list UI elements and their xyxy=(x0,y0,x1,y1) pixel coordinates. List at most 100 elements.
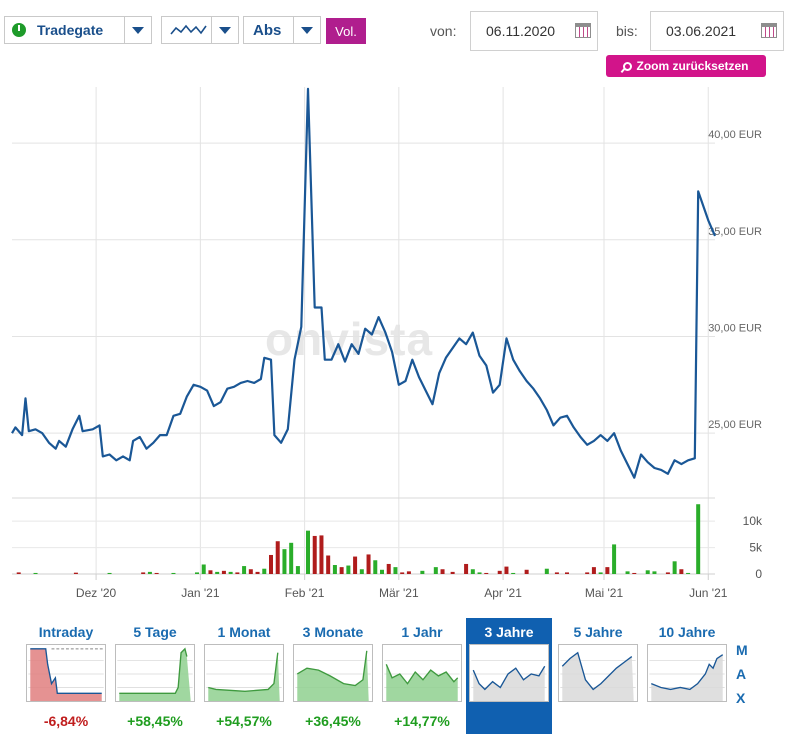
volume-bar xyxy=(386,563,391,574)
scale-dropdown[interactable]: Abs xyxy=(243,16,321,44)
volume-bar xyxy=(504,566,509,574)
volume-bar xyxy=(632,572,637,574)
x-tick-label: Apr '21 xyxy=(484,586,522,600)
y-tick-label: 25,00 EUR xyxy=(708,419,762,431)
tab-range[interactable]: 5 Jahre xyxy=(555,618,641,734)
volume-bar xyxy=(400,572,405,574)
volume-bar xyxy=(679,569,684,574)
tab-change-value: +54,57% xyxy=(216,713,272,729)
volume-bar xyxy=(544,568,549,574)
chevron-down-icon xyxy=(293,17,320,43)
volume-bar xyxy=(612,544,617,574)
to-date-field[interactable]: 03.06.2021 xyxy=(650,11,784,51)
volume-bar xyxy=(696,504,701,574)
onvista-watermark: onvista xyxy=(265,313,434,365)
volume-bar xyxy=(511,572,516,574)
from-date-value: 06.11.2020 xyxy=(486,23,556,39)
tab-sparkline xyxy=(382,644,462,702)
volume-bar xyxy=(195,572,199,574)
tab-range-label: 5 Jahre xyxy=(573,624,623,640)
tab-range-label: 10 Jahre xyxy=(658,624,716,640)
volume-bar xyxy=(201,564,206,574)
volume-bar xyxy=(319,535,324,574)
volume-bar xyxy=(33,572,38,574)
volume-bar xyxy=(591,567,596,574)
tab-range[interactable]: 1 Jahr +14,77% xyxy=(379,618,465,734)
volume-bar xyxy=(359,569,364,574)
tab-sparkline xyxy=(204,644,284,702)
price-chart[interactable]: Dez '20 Jan '21 Feb '21 Mär '21 Apr '21 Mai '… xyxy=(0,84,792,604)
volume-bar xyxy=(16,572,21,574)
tab-range[interactable]: Intraday -6,84% xyxy=(23,618,109,734)
zoom-reset-button[interactable]: Zoom zurücksetzen xyxy=(606,55,766,77)
volume-bar xyxy=(440,569,445,574)
volume-bar xyxy=(154,572,159,574)
volume-bar xyxy=(332,565,337,574)
chart-toolbar: Tradegate Abs Vol. von: 06.11.2020 bis: … xyxy=(0,0,792,80)
price-line xyxy=(11,87,717,479)
volume-bar xyxy=(605,567,610,574)
tab-sparkline xyxy=(115,644,195,702)
to-date-value: 03.06.2021 xyxy=(666,23,737,39)
volume-bar xyxy=(339,567,344,574)
volume-bar xyxy=(565,572,569,574)
tab-max[interactable]: M A X xyxy=(736,638,750,710)
chevron-down-icon xyxy=(124,17,151,43)
max-letter: M xyxy=(736,642,748,658)
volume-bar xyxy=(665,572,670,574)
calendar-icon[interactable] xyxy=(575,23,591,38)
tab-range-label: 1 Jahr xyxy=(401,624,443,640)
tab-sparkline xyxy=(469,644,549,702)
volume-bar xyxy=(228,571,233,574)
volume-tick-label: 10k xyxy=(743,514,763,528)
volume-tick-label: 5k xyxy=(749,541,763,555)
tab-range[interactable]: 1 Monat +54,57% xyxy=(201,618,287,734)
calendar-icon[interactable] xyxy=(761,23,777,38)
volume-bar xyxy=(346,565,351,574)
volume-bar xyxy=(215,571,220,574)
tab-range[interactable]: 3 Jahre xyxy=(466,618,552,734)
volume-bar xyxy=(420,570,425,574)
volume-bar xyxy=(585,572,590,574)
tab-change-value: +36,45% xyxy=(305,713,361,729)
scale-label: Abs xyxy=(253,21,282,39)
volume-bar xyxy=(433,567,438,574)
volume-bar xyxy=(306,530,310,574)
tab-range-label: 1 Monat xyxy=(217,624,271,640)
volume-bar xyxy=(242,566,247,574)
from-date-field[interactable]: 06.11.2020 xyxy=(470,11,598,51)
y-tick-label: 40,00 EUR xyxy=(708,129,762,141)
volume-bar xyxy=(625,571,630,574)
tab-range[interactable]: 10 Jahre xyxy=(644,618,730,734)
range-tabs: Intraday -6,84% 5 Tage +58,45% 1 Monat +54,57… xyxy=(0,618,792,750)
volume-bar xyxy=(221,570,226,574)
volume-bar xyxy=(450,571,455,574)
volume-bar xyxy=(497,570,502,574)
x-tick-label: Mai '21 xyxy=(585,586,624,600)
volume-bar xyxy=(393,567,398,574)
volume-bar xyxy=(107,572,112,574)
volume-bar xyxy=(598,572,603,574)
exchange-label: Tradegate xyxy=(37,22,104,38)
volume-bar xyxy=(380,569,384,574)
volume-bar xyxy=(262,568,267,574)
volume-bar xyxy=(524,569,529,574)
volume-bar xyxy=(686,572,691,574)
tab-sparkline xyxy=(647,644,727,702)
tab-change-value: -6,84% xyxy=(43,713,89,729)
volume-bar xyxy=(282,549,287,574)
volume-bar xyxy=(248,569,253,574)
exchange-dropdown[interactable]: Tradegate xyxy=(4,16,152,44)
tab-change-value: +58,45% xyxy=(127,713,183,729)
tab-range-label: 3 Monate xyxy=(302,624,364,640)
volume-bar xyxy=(141,572,146,574)
volume-bar xyxy=(464,563,469,574)
tab-range-label: 3 Jahre xyxy=(484,624,534,640)
tab-range[interactable]: 5 Tage +58,45% xyxy=(112,618,198,734)
volume-toggle-button[interactable]: Vol. xyxy=(326,18,366,44)
chart-type-dropdown[interactable] xyxy=(161,16,239,44)
x-tick-label: Feb '21 xyxy=(285,586,325,600)
volume-bar xyxy=(672,561,677,574)
tab-range[interactable]: 3 Monate +36,45% xyxy=(290,618,376,734)
x-tick-label: Jun '21 xyxy=(689,586,728,600)
